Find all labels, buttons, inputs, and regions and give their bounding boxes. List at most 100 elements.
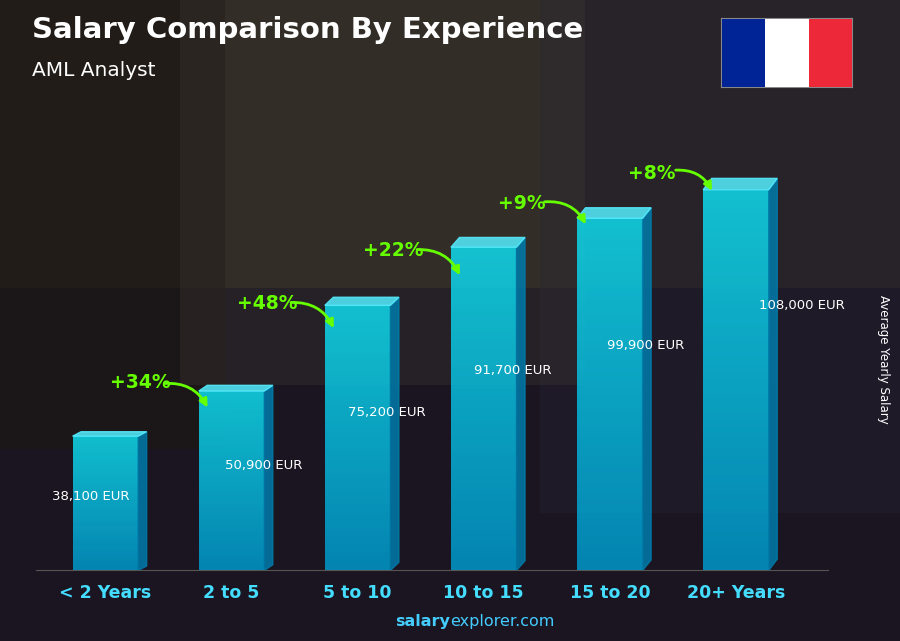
Bar — [73, 478, 139, 480]
Text: 108,000 EUR: 108,000 EUR — [759, 299, 844, 312]
Bar — [325, 564, 391, 567]
Bar — [451, 518, 517, 522]
Bar — [199, 528, 265, 530]
Bar — [703, 228, 769, 233]
Bar — [73, 513, 139, 515]
Bar — [325, 408, 391, 412]
Bar — [451, 457, 517, 462]
Bar — [325, 312, 391, 315]
Bar — [325, 372, 391, 375]
Bar — [703, 437, 769, 442]
Bar — [451, 372, 517, 376]
Bar — [73, 458, 139, 460]
Bar — [703, 328, 769, 333]
Bar — [325, 491, 391, 494]
Bar — [199, 499, 265, 501]
Bar — [451, 336, 517, 340]
Bar — [0, 0, 900, 288]
Bar — [73, 454, 139, 456]
Bar — [703, 494, 769, 499]
Bar — [199, 438, 265, 440]
Bar — [199, 564, 265, 566]
Bar — [451, 445, 517, 449]
Bar — [325, 508, 391, 511]
Bar — [199, 494, 265, 497]
Bar — [325, 560, 391, 564]
Bar — [577, 386, 643, 390]
Bar — [451, 247, 517, 251]
Bar — [577, 549, 643, 553]
Bar — [325, 305, 391, 309]
Bar — [703, 237, 769, 242]
Bar — [577, 562, 643, 566]
Bar — [577, 302, 643, 306]
Bar — [325, 329, 391, 332]
Bar — [703, 523, 769, 528]
Bar — [703, 285, 769, 290]
Bar — [451, 276, 517, 279]
Bar — [577, 377, 643, 381]
Bar — [325, 494, 391, 497]
Bar — [325, 478, 391, 481]
Bar — [577, 412, 643, 417]
Bar — [325, 392, 391, 395]
Bar — [451, 514, 517, 518]
Bar — [0, 288, 900, 641]
Bar — [703, 385, 769, 390]
Bar — [325, 418, 391, 421]
Bar — [577, 434, 643, 438]
Bar — [703, 537, 769, 542]
Bar — [325, 431, 391, 435]
Bar — [180, 0, 585, 385]
Bar — [451, 316, 517, 320]
Bar — [199, 492, 265, 494]
Bar — [703, 433, 769, 437]
Bar — [577, 280, 643, 285]
Bar — [703, 213, 769, 219]
Bar — [199, 488, 265, 490]
Text: 50,900 EUR: 50,900 EUR — [225, 459, 302, 472]
Bar — [703, 480, 769, 485]
Bar — [199, 490, 265, 492]
Bar — [451, 554, 517, 558]
Bar — [199, 533, 265, 535]
Bar — [703, 318, 769, 323]
Bar — [73, 552, 139, 554]
Bar — [325, 428, 391, 431]
Bar — [577, 425, 643, 429]
Bar — [703, 508, 769, 513]
Bar — [325, 547, 391, 551]
Bar — [703, 376, 769, 380]
Bar — [703, 252, 769, 256]
Bar — [703, 194, 769, 199]
Bar — [703, 418, 769, 423]
Bar — [577, 351, 643, 354]
Bar — [73, 564, 139, 565]
Bar — [703, 233, 769, 237]
Bar — [199, 429, 265, 431]
Bar — [451, 401, 517, 405]
Bar — [199, 422, 265, 425]
Bar — [703, 204, 769, 209]
Bar — [451, 433, 517, 437]
Bar — [199, 521, 265, 524]
Bar — [73, 465, 139, 467]
Bar — [325, 537, 391, 540]
Bar — [73, 492, 139, 494]
Bar — [703, 404, 769, 409]
Bar — [73, 555, 139, 557]
Bar — [703, 276, 769, 280]
Bar — [73, 490, 139, 492]
Bar — [73, 508, 139, 510]
Bar — [703, 261, 769, 266]
Bar — [451, 381, 517, 385]
Bar — [703, 542, 769, 547]
Bar — [325, 488, 391, 491]
Text: 99,900 EUR: 99,900 EUR — [608, 339, 685, 352]
Bar — [577, 363, 643, 368]
Bar — [451, 429, 517, 433]
Bar — [325, 471, 391, 474]
Bar — [577, 297, 643, 302]
Bar — [73, 559, 139, 560]
Bar — [73, 560, 139, 562]
